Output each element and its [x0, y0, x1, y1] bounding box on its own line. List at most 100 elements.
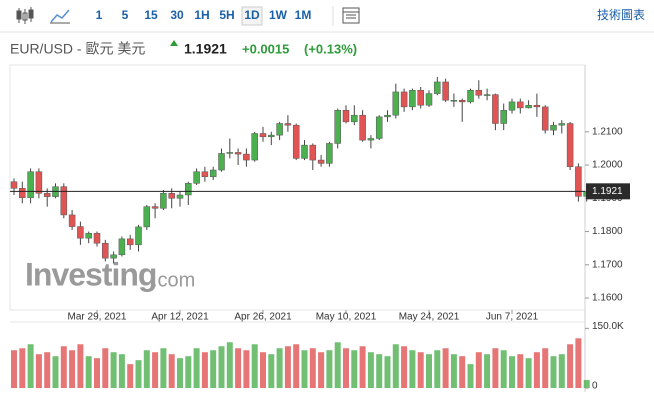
toolbar: 技術圖表	[0, 0, 654, 33]
candle-body	[43, 193, 51, 197]
candle-body	[143, 206, 151, 228]
candle-body	[259, 133, 267, 138]
candle-body	[326, 143, 333, 164]
candle-body	[359, 114, 366, 141]
candle-body	[508, 101, 516, 111]
volume-bar	[409, 350, 416, 388]
candle-body	[135, 226, 142, 246]
volume-bar	[392, 344, 399, 388]
candle-body	[77, 226, 84, 239]
volume-bar	[19, 348, 26, 388]
candle-body	[367, 138, 375, 141]
candle-body	[35, 171, 43, 194]
volume-bar	[434, 350, 441, 388]
volume-bar	[583, 380, 590, 388]
volume-bar	[475, 352, 482, 388]
candle-body	[10, 181, 18, 189]
interval-button[interactable]: 1W	[269, 8, 288, 22]
candle-body	[276, 123, 283, 136]
candle-body	[575, 166, 582, 197]
candle-body	[334, 109, 341, 144]
volume-bar	[135, 360, 142, 388]
candle-body	[384, 114, 391, 118]
candle-body	[251, 133, 258, 161]
interval-button[interactable]: 1H	[194, 8, 209, 22]
volume-bar	[384, 356, 391, 388]
candle-body	[193, 171, 200, 184]
candle-body	[351, 114, 358, 123]
x-tick-label: Mar 29, 2021	[68, 312, 127, 323]
volume-bar	[160, 348, 167, 388]
volume-bar	[185, 356, 192, 388]
candle-body	[492, 94, 499, 124]
interval-button[interactable]: 1M	[295, 8, 312, 22]
interval-button[interactable]: 1	[96, 8, 103, 22]
y-tick-label: 1.1600	[592, 293, 623, 304]
grid-icon[interactable]	[342, 7, 360, 24]
candle-body	[201, 171, 209, 177]
candle-body	[68, 214, 76, 227]
volume-bar	[11, 350, 17, 388]
volume-bar	[558, 354, 565, 388]
up-arrow	[170, 40, 178, 46]
candle-body	[400, 91, 408, 108]
volume-bar	[210, 350, 217, 388]
volume-bar	[168, 354, 175, 388]
candle-body	[442, 81, 449, 101]
volume-bar	[52, 356, 59, 388]
candle-body	[102, 242, 109, 259]
x-tick-label: Jun 7, 2021	[486, 312, 539, 323]
volume-bar	[517, 354, 524, 388]
volume-bar	[110, 352, 117, 388]
volume-bar	[359, 346, 366, 388]
volume-bar	[334, 342, 341, 388]
volume-bar	[417, 352, 424, 388]
candle-body	[85, 232, 92, 239]
volume-bar	[27, 344, 34, 388]
volume-bar	[118, 354, 125, 388]
volume-bar	[301, 350, 308, 388]
candle-body	[110, 254, 117, 259]
interval-button[interactable]: 5H	[219, 8, 234, 22]
x-tick-label: May 10, 2021	[316, 312, 377, 323]
tech-chart-link[interactable]: 技術圖表	[597, 8, 645, 22]
y-tick-label: 1.1800	[592, 226, 623, 237]
volume-bar	[218, 346, 225, 388]
volume-bar	[284, 346, 291, 388]
candle-body	[417, 90, 424, 106]
volume-bar	[500, 350, 507, 388]
line-icon[interactable]	[50, 9, 70, 24]
last-price-tag	[586, 183, 630, 200]
candle-body	[234, 152, 242, 155]
candle-body	[151, 206, 159, 209]
candle-body	[243, 153, 250, 161]
candle-icon[interactable]	[16, 7, 34, 24]
volume-bar	[268, 354, 275, 388]
candle-body	[226, 152, 234, 154]
volume-bar	[94, 358, 100, 388]
y-tick-label: 1.2000	[592, 160, 623, 171]
candle-body	[375, 116, 383, 139]
x-tick-label: Apr 12, 2021	[151, 312, 209, 323]
candle-body	[176, 194, 184, 199]
interval-button[interactable]: 30	[170, 8, 184, 22]
watermark-brand: Investing	[25, 256, 156, 292]
interval-button[interactable]: 1D	[244, 8, 260, 22]
x-tick-label: May 24, 2021	[399, 312, 460, 323]
volume-bar	[152, 352, 159, 388]
instrument-title: EUR/USD - 歐元 美元	[10, 41, 145, 57]
candle-body	[533, 104, 541, 108]
candle-body	[284, 123, 292, 126]
volume-bar	[226, 342, 233, 388]
candle-body	[317, 159, 325, 164]
volume-bar	[177, 358, 183, 388]
volume-bar	[251, 344, 258, 388]
interval-button[interactable]: 5	[122, 8, 129, 22]
candle-body	[218, 153, 225, 171]
volume-bar	[467, 364, 474, 388]
volume-bar	[85, 356, 92, 388]
candle-body	[566, 123, 574, 167]
volume-bar	[77, 344, 84, 388]
interval-button[interactable]: 15	[144, 8, 158, 22]
